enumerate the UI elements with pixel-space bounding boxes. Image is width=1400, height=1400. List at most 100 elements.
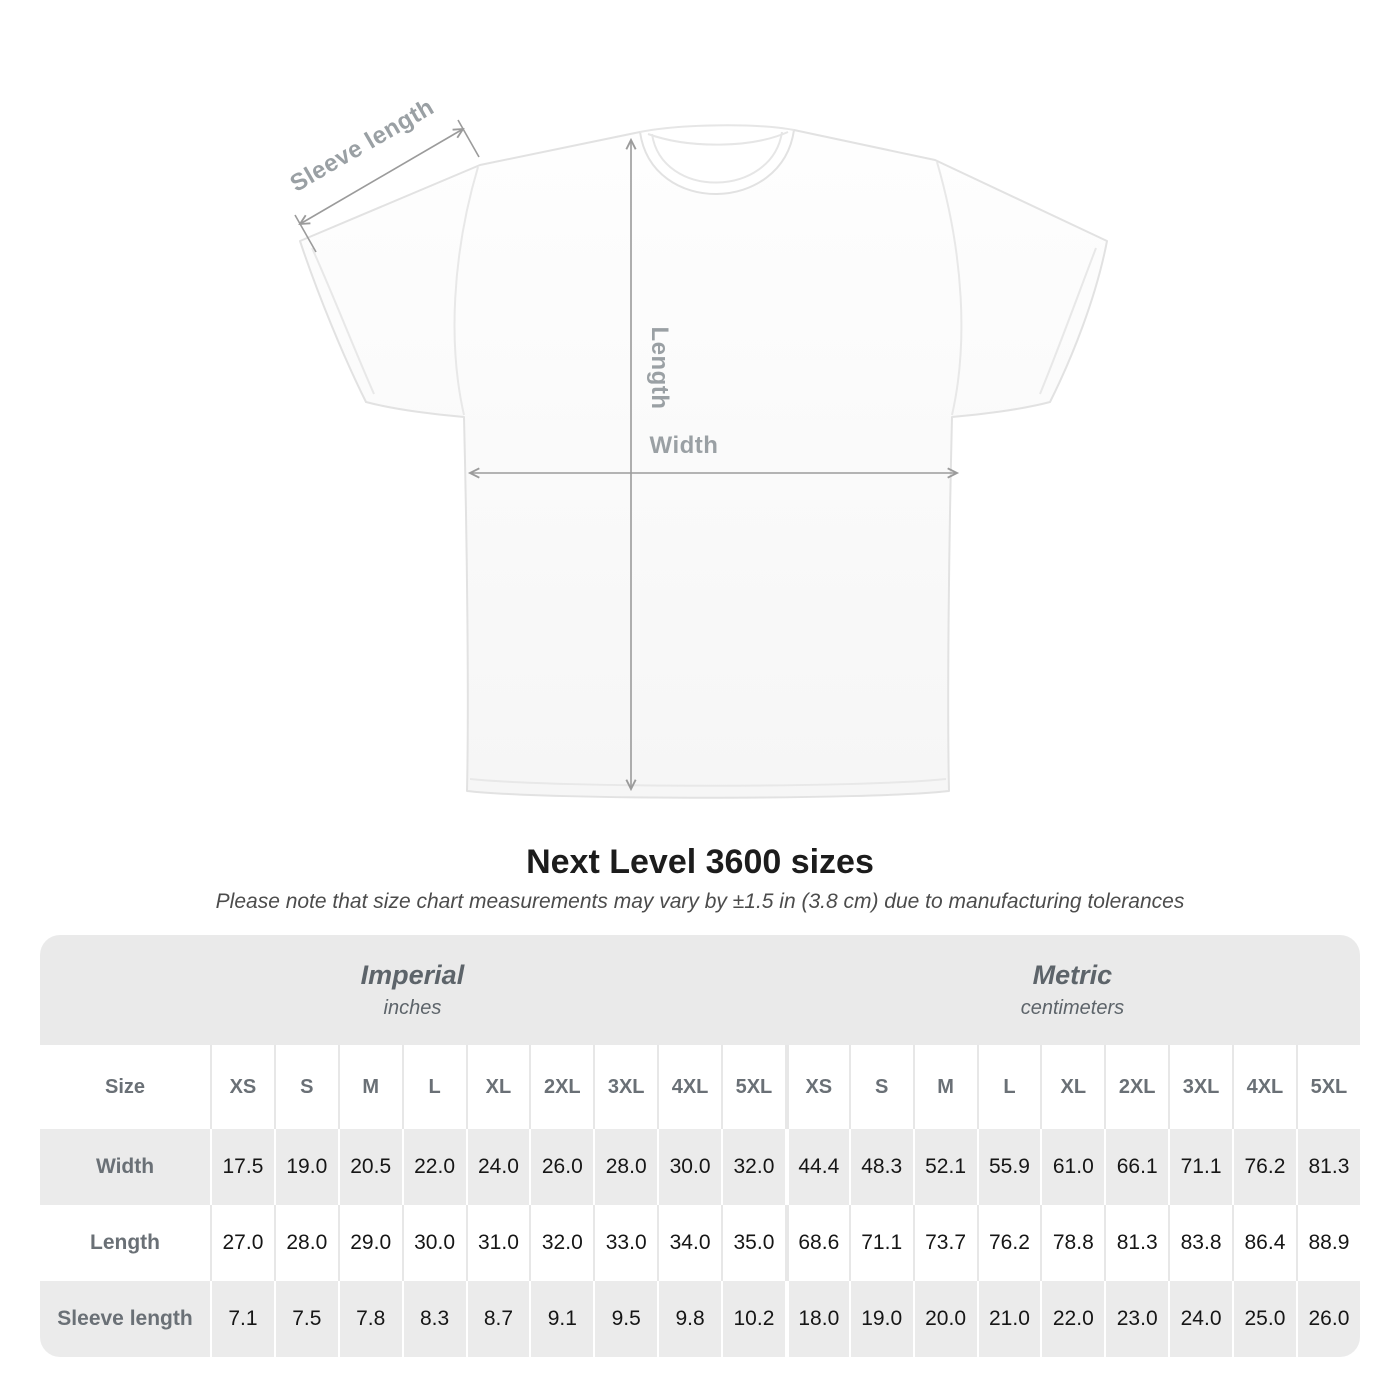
value-cell: 55.9 [976, 1129, 1041, 1205]
value-cell: 29.0 [337, 1205, 402, 1281]
collar-detail [639, 124, 795, 184]
size-header-metric-xs: XS [784, 1045, 849, 1129]
size-chart-table-wrap: Imperial inches Metric centimeters Size X… [40, 935, 1360, 1357]
size-header-metric-5xl: 5XL [1295, 1045, 1360, 1129]
value-cell: 17.5 [210, 1129, 274, 1205]
value-cell: 27.0 [210, 1205, 274, 1281]
size-header-imperial-s: S [273, 1045, 338, 1129]
value-cell: 76.2 [976, 1205, 1041, 1281]
metric-title: Metric [1032, 960, 1113, 990]
value-cell: 30.0 [401, 1205, 466, 1281]
value-cell: 68.6 [784, 1205, 849, 1281]
unit-group-row: Imperial inches Metric centimeters [40, 935, 1360, 1045]
value-cell: 48.3 [848, 1129, 913, 1205]
value-cell: 8.3 [401, 1281, 466, 1357]
title-block: Next Level 3600 sizes Please note that s… [0, 843, 1400, 914]
size-header-metric-s: S [848, 1045, 913, 1129]
value-cell: 81.3 [1104, 1205, 1169, 1281]
width-label: Width [650, 432, 719, 459]
size-header-metric-2xl: 2XL [1104, 1045, 1169, 1129]
page-title: Next Level 3600 sizes [526, 843, 874, 881]
value-cell: 7.5 [273, 1281, 338, 1357]
value-cell: 22.0 [1040, 1281, 1105, 1357]
value-cell: 26.0 [1295, 1281, 1360, 1357]
imperial-group-header: Imperial inches [40, 935, 785, 1045]
size-header-metric-xl: XL [1040, 1045, 1105, 1129]
size-header-metric-4xl: 4XL [1232, 1045, 1296, 1129]
measurement-rows: Width 17.5 19.0 20.5 22.0 24.0 26.0 28.0 30.0 32.… [40, 1129, 1360, 1357]
value-cell: 78.8 [1040, 1205, 1105, 1281]
row-label: Width [40, 1129, 210, 1205]
value-cell: 30.0 [657, 1129, 721, 1205]
size-header-imperial-l: L [401, 1045, 466, 1129]
row-label: Sleeve length [40, 1281, 210, 1357]
value-cell: 19.0 [273, 1129, 338, 1205]
metric-unit: centimeters [1020, 997, 1125, 1019]
value-cell: 71.1 [848, 1205, 913, 1281]
value-cell: 24.0 [1168, 1281, 1232, 1357]
value-cell: 9.1 [529, 1281, 594, 1357]
value-cell: 76.2 [1232, 1129, 1296, 1205]
value-cell: 22.0 [401, 1129, 466, 1205]
value-cell: 20.0 [912, 1281, 977, 1357]
row-label: Length [40, 1205, 210, 1281]
seam-lines [311, 161, 1097, 787]
value-cell: 26.0 [529, 1129, 594, 1205]
value-cell: 8.7 [465, 1281, 530, 1357]
sleeve-length-label: Sleeve length [286, 94, 439, 198]
value-cell: 9.5 [593, 1281, 658, 1357]
value-cell: 23.0 [1104, 1281, 1169, 1357]
imperial-title: Imperial [360, 960, 465, 990]
value-cell: 35.0 [721, 1205, 785, 1281]
value-cell: 88.9 [1295, 1205, 1360, 1281]
measurement-row-width: Width 17.5 19.0 20.5 22.0 24.0 26.0 28.0 30.0 32.… [40, 1129, 1360, 1205]
value-cell: 34.0 [657, 1205, 721, 1281]
value-cell: 9.8 [657, 1281, 721, 1357]
value-cell: 25.0 [1232, 1281, 1296, 1357]
size-corner-label: Size [40, 1045, 210, 1129]
value-cell: 10.2 [721, 1281, 785, 1357]
value-cell: 24.0 [465, 1129, 530, 1205]
size-header-imperial-4xl: 4XL [657, 1045, 721, 1129]
value-cell: 86.4 [1232, 1205, 1296, 1281]
value-cell: 44.4 [784, 1129, 849, 1205]
measurement-row-length: Length 27.0 28.0 29.0 30.0 31.0 32.0 33.0 34.0 35… [40, 1205, 1360, 1281]
size-header-imperial-m: M [337, 1045, 402, 1129]
sleeve-length-arrow [294, 119, 480, 253]
value-cell: 18.0 [784, 1281, 849, 1357]
size-header-metric-m: M [912, 1045, 977, 1129]
value-cell: 61.0 [1040, 1129, 1105, 1205]
size-header-metric-l: L [976, 1045, 1041, 1129]
size-header-imperial-5xl: 5XL [721, 1045, 785, 1129]
value-cell: 32.0 [529, 1205, 594, 1281]
tshirt-measurement-diagram: Length Width Sleeve length [286, 94, 1108, 799]
measurement-row-sleeve-length: Sleeve length 7.1 7.5 7.8 8.3 8.7 9.1 9.5 9.8 10.… [40, 1281, 1360, 1357]
size-header-row: Size XS S M L XL 2XL 3XL 4XL 5XL XS S M L XL 2XL 3XL 4XL 5… [40, 1045, 1360, 1129]
size-header-imperial-2xl: 2XL [529, 1045, 594, 1129]
metric-group-header: Metric centimeters [784, 935, 1360, 1045]
value-cell: 33.0 [593, 1205, 658, 1281]
size-header-imperial-3xl: 3XL [593, 1045, 658, 1129]
value-cell: 71.1 [1168, 1129, 1232, 1205]
value-cell: 32.0 [721, 1129, 785, 1205]
tolerance-note: Please note that size chart measurements… [215, 890, 1185, 913]
size-header-imperial-xs: XS [210, 1045, 274, 1129]
size-header-metric-3xl: 3XL [1168, 1045, 1232, 1129]
value-cell: 52.1 [912, 1129, 977, 1205]
value-cell: 20.5 [337, 1129, 402, 1205]
value-cell: 19.0 [848, 1281, 913, 1357]
value-cell: 7.8 [337, 1281, 402, 1357]
value-cell: 73.7 [912, 1205, 977, 1281]
imperial-unit: inches [383, 997, 442, 1019]
value-cell: 28.0 [593, 1129, 658, 1205]
value-cell: 7.1 [210, 1281, 274, 1357]
tshirt-graphic [299, 124, 1108, 799]
length-label: Length [646, 327, 673, 410]
value-cell: 28.0 [273, 1205, 338, 1281]
size-chart-table: Imperial inches Metric centimeters Size X… [40, 935, 1360, 1357]
value-cell: 83.8 [1168, 1205, 1232, 1281]
value-cell: 21.0 [976, 1281, 1041, 1357]
size-header-imperial-xl: XL [465, 1045, 530, 1129]
value-cell: 81.3 [1295, 1129, 1360, 1205]
